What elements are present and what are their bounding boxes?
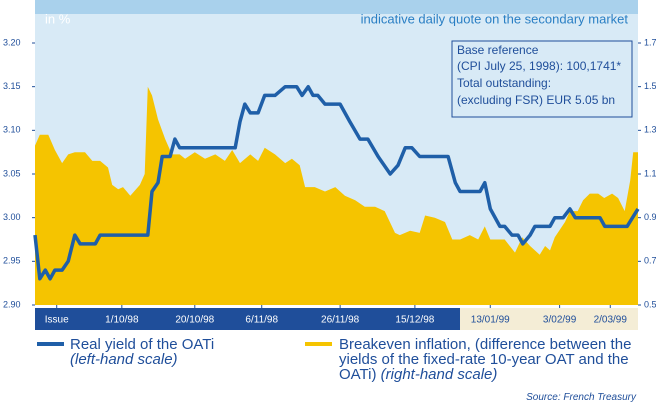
x-axis-band-future <box>460 308 638 330</box>
y-axis-label: in % <box>45 11 71 26</box>
y2-tick-label: 1.7 <box>644 37 656 47</box>
x-tick-label: 20/10/98 <box>175 315 214 326</box>
info-box <box>451 40 633 118</box>
y-tick-label: 3.05 <box>3 168 21 178</box>
y2-tick-label: 1.3 <box>644 125 656 135</box>
x-tick-label: 26/11/98 <box>321 315 360 326</box>
line <box>33 84 640 281</box>
legend-note-text: (right-hand scale) <box>380 366 498 383</box>
legend-label: Real yield of the OATi <box>70 336 215 353</box>
legend-note: (left-hand scale) <box>70 352 290 367</box>
y-tick-label: 3.15 <box>3 81 21 91</box>
x-tick-label: 3/02/99 <box>543 315 577 326</box>
x-tick-label: 6/11/98 <box>245 315 278 326</box>
legend-entry: Breakeven inflation, (difference between… <box>339 337 639 382</box>
y2-tick-label: 0.5 <box>644 299 656 309</box>
y-tick-label: 2.90 <box>3 299 21 309</box>
source: Source: French Treasury <box>526 392 636 403</box>
x-tick-label: 15/12/98 <box>395 315 434 326</box>
y-tick-label: 3.20 <box>3 37 21 47</box>
y2-tick-label: 0.7 <box>644 256 656 266</box>
y2-tick-label: 1.5 <box>644 81 656 91</box>
y2-tick-label: 0.9 <box>644 212 656 222</box>
x-tick-label: 2/03/99 <box>594 315 628 326</box>
x-tick-label: 13/01/99 <box>471 315 510 326</box>
y-tick-label: 2.95 <box>3 256 21 266</box>
annotation: (excluding FSR) EUR 5.05 bn <box>457 93 615 107</box>
x-tick-label: 1/10/98 <box>105 315 139 326</box>
legend-label: Breakeven inflation, (difference between… <box>339 336 632 383</box>
x-tick-label: Issue <box>45 315 69 326</box>
legend-entry: Real yield of the OATi (left-hand scale) <box>70 337 290 367</box>
plot <box>33 84 640 305</box>
annotation: Total outstanding: <box>457 76 551 90</box>
y-tick-label: 3.10 <box>3 125 21 135</box>
annotation: (CPI July 25, 1998): 100,1741* <box>457 59 621 73</box>
header-band <box>35 0 638 14</box>
x-axis-band <box>35 308 460 330</box>
area <box>35 86 638 305</box>
annotation: Base reference <box>457 43 539 57</box>
y-tick-label: 3.00 <box>3 212 21 222</box>
y2-tick-label: 1.1 <box>644 168 656 178</box>
legend-note-text: (left-hand scale) <box>70 351 178 368</box>
chart-title: indicative daily quote on the secondary … <box>361 11 629 26</box>
